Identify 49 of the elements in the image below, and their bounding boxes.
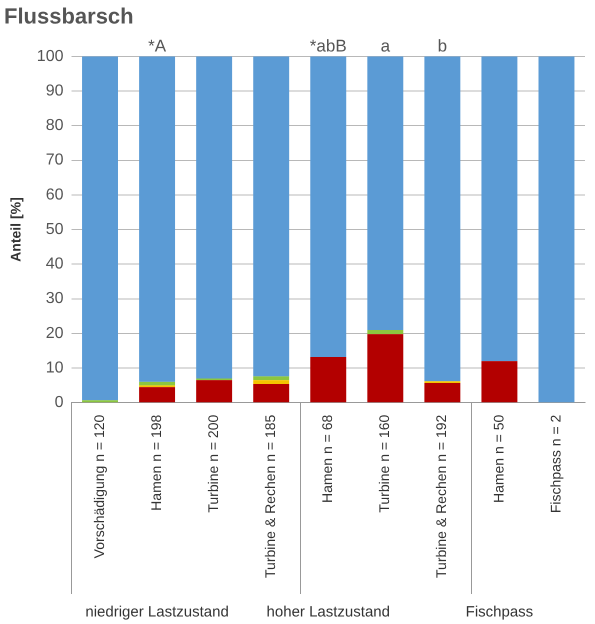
y-tick-label: 100 — [36, 48, 64, 65]
bar — [82, 56, 118, 400]
annotation: a — [380, 36, 391, 56]
x-tick-label: Turbine & Rechen n = 185 — [262, 414, 278, 578]
y-tick-label: 60 — [46, 186, 64, 204]
bar — [310, 56, 346, 357]
x-tick-label: Hamen n = 50 — [490, 414, 506, 504]
annotation: b — [438, 36, 448, 56]
chart-title: Flussbarsch — [4, 3, 134, 28]
bar — [253, 56, 290, 376]
y-tick-label: 10 — [46, 359, 64, 376]
bar — [538, 56, 574, 402]
annotation: *A — [148, 36, 167, 56]
bar — [481, 56, 518, 362]
x-tick-label: Hamen n = 198 — [148, 414, 164, 511]
y-tick-label: 90 — [46, 82, 64, 100]
bar — [367, 330, 404, 334]
x-tick-label: Turbine n = 160 — [376, 414, 392, 513]
bar — [139, 382, 176, 386]
y-tick-label: 30 — [46, 290, 64, 308]
bar — [310, 356, 346, 402]
bar — [424, 56, 460, 382]
y-tick-label: 20 — [46, 324, 64, 342]
y-tick-label: 50 — [46, 220, 64, 238]
bar — [253, 380, 290, 384]
annotation: *abB — [310, 36, 347, 56]
bar — [367, 334, 404, 402]
bar — [253, 376, 290, 380]
y-tick-label: 70 — [46, 152, 64, 169]
x-tick-label: Vorschädigung n = 120 — [90, 414, 107, 558]
bar — [139, 56, 176, 382]
x-tick-label: Turbine n = 200 — [204, 414, 221, 513]
text: niedriger Lastzustand — [85, 604, 229, 621]
y-tick-label: 40 — [46, 256, 64, 273]
text: Fischpass — [466, 604, 534, 621]
bar — [367, 56, 404, 330]
bar — [196, 380, 232, 402]
text: hoher Lastzustand — [266, 604, 390, 621]
bar — [481, 361, 518, 402]
bar — [196, 56, 232, 378]
y-tick-label: 80 — [46, 117, 64, 134]
bar — [253, 384, 290, 402]
bar — [139, 387, 176, 402]
x-tick-label: Hamen n = 68 — [319, 414, 336, 504]
y-tick-label: 0 — [54, 394, 64, 412]
y-axis-title: Anteil [%] — [7, 197, 24, 262]
x-tick-label: Fischpass n = 2 — [547, 414, 564, 514]
bar — [424, 382, 460, 402]
x-tick-label: Turbine & Rechen n = 192 — [433, 414, 450, 578]
